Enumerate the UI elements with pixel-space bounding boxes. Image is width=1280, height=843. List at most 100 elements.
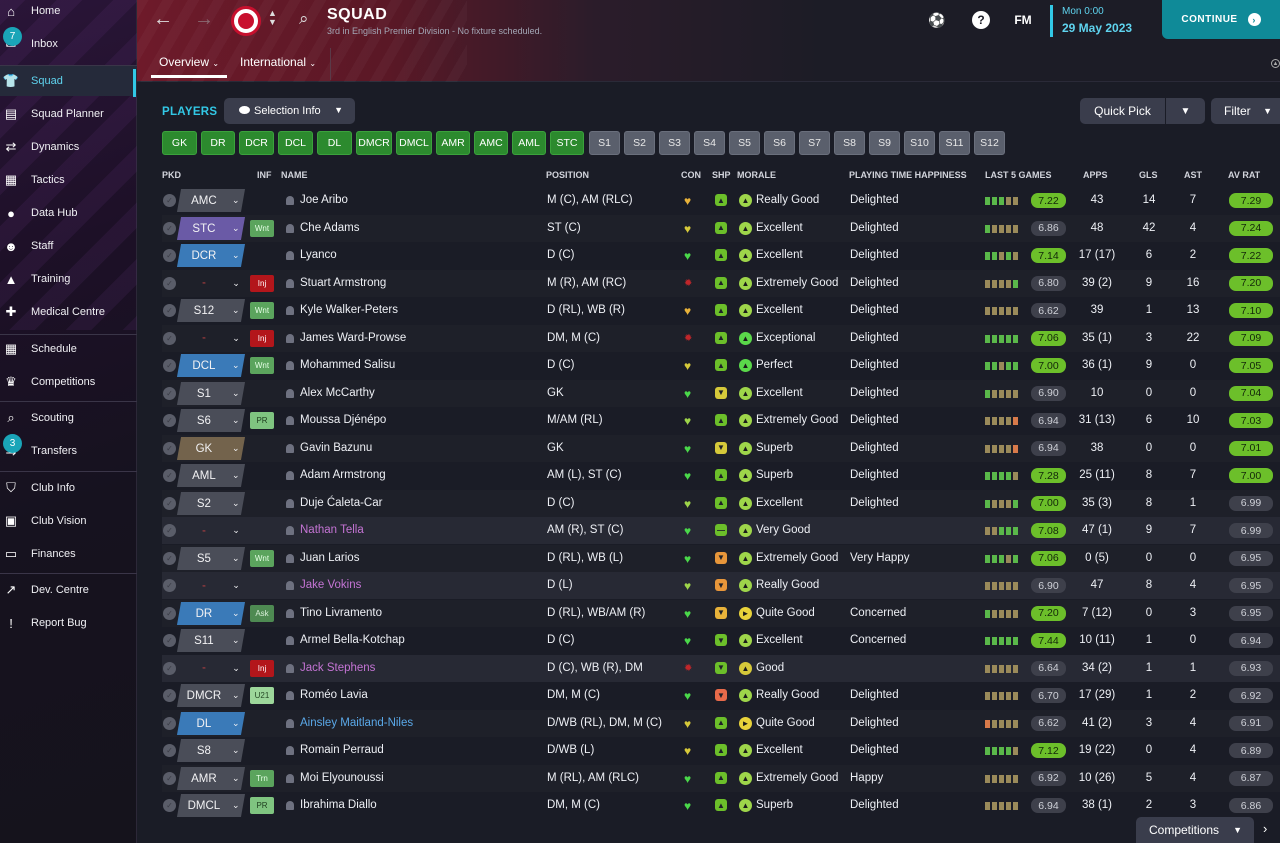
pick-checkbox[interactable]: ✓ xyxy=(163,606,176,620)
continue-button[interactable]: CONTINUE › xyxy=(1162,0,1280,39)
position-filter-s11[interactable]: S11 xyxy=(939,131,970,155)
search-icon[interactable]: ⌕ xyxy=(299,9,309,28)
position-filter-stc[interactable]: STC xyxy=(550,131,584,155)
player-name[interactable]: Moi Elyounoussi xyxy=(300,771,384,784)
sidebar-item-tactics[interactable]: ▦ Tactics xyxy=(0,165,137,195)
selection-dropdown[interactable]: DMCR ⌄ xyxy=(176,684,246,707)
selection-info-button[interactable]: Selection Info ▼ xyxy=(224,98,355,124)
pick-checkbox[interactable]: ✓ xyxy=(163,469,176,482)
tab-international[interactable]: International ⌄ xyxy=(240,55,316,69)
pick-checkbox[interactable]: ✓ xyxy=(163,634,176,647)
sidebar-item-squad-planner[interactable]: ▤ Squad Planner xyxy=(0,99,137,129)
player-name[interactable]: Tino Livramento xyxy=(300,606,383,619)
table-row[interactable]: ✓ DCL ⌄ Wnt Mohammed Salisu D (C) ♥ ▲ ▲ Perfect De… xyxy=(162,352,1280,379)
pick-checkbox[interactable]: ✓ xyxy=(163,359,176,372)
player-name[interactable]: Kyle Walker-Peters xyxy=(300,304,398,316)
quick-pick-dropdown[interactable]: ▼ xyxy=(1166,98,1205,124)
table-row[interactable]: ✓ - ⌄ Inj Jack Stephens D (C), WB (R), DM ✹ ▼ ▲ G… xyxy=(162,654,1280,682)
player-name[interactable]: Duje Ćaleta-Car xyxy=(300,496,383,509)
pick-checkbox[interactable]: ✓ xyxy=(163,386,176,400)
player-name[interactable]: Nathan Tella xyxy=(300,524,364,536)
table-row[interactable]: ✓ S2 ⌄ Duje Ćaleta-Car D (C) ♥ ▲ ▲ Excellent Deli… xyxy=(162,489,1280,517)
position-filter-s12[interactable]: S12 xyxy=(974,131,1005,155)
pick-checkbox[interactable]: ✓ xyxy=(163,496,176,510)
sidebar-item-dynamics[interactable]: ⇄ Dynamics xyxy=(0,132,137,162)
table-row[interactable]: ✓ S1 ⌄ Alex McCarthy GK ♥ ▼ ▲ Excellent Delighted… xyxy=(162,379,1280,407)
position-filter-s4[interactable]: S4 xyxy=(694,131,725,155)
sidebar-item-home[interactable]: ⌂ Home xyxy=(0,0,137,26)
position-filter-gk[interactable]: GK xyxy=(162,131,197,155)
scroll-up-icon[interactable]: ▲ xyxy=(1271,59,1280,68)
selection-dropdown[interactable]: S1 ⌄ xyxy=(176,381,246,405)
selection-dropdown[interactable]: S11 ⌄ xyxy=(176,629,246,652)
pick-checkbox[interactable]: ✓ xyxy=(163,414,176,427)
pick-checkbox[interactable]: ✓ xyxy=(163,716,176,730)
sidebar-item-club-info[interactable]: ⛉ Club Info xyxy=(0,473,137,503)
position-filter-s10[interactable]: S10 xyxy=(904,131,935,155)
table-row[interactable]: ✓ DCR ⌄ Lyanco D (C) ♥ ▲ ▲ Excellent Delighted 7.1… xyxy=(162,242,1280,269)
table-row[interactable]: ✓ - ⌄ Inj Stuart Armstrong M (R), AM (RC) ✹ ▲ ▲ E… xyxy=(162,269,1280,297)
selection-dropdown[interactable]: - ⌄ xyxy=(179,574,243,597)
sidebar-item-club-vision[interactable]: ▣ Club Vision xyxy=(0,506,137,536)
position-filter-dmcr[interactable]: DMCR xyxy=(356,131,392,155)
selection-dropdown[interactable]: DR ⌄ xyxy=(176,601,246,625)
selection-dropdown[interactable]: S12 ⌄ xyxy=(176,299,246,322)
player-name[interactable]: Armel Bella-Kotchap xyxy=(300,634,405,646)
table-row[interactable]: ✓ - ⌄ Nathan Tella AM (R), ST (C) ♥ — ▲ Very Goo… xyxy=(162,517,1280,544)
club-switch-icon[interactable]: ▲ ▼ xyxy=(268,8,277,27)
player-name[interactable]: Che Adams xyxy=(300,221,360,234)
position-filter-amc[interactable]: AMC xyxy=(474,131,508,155)
table-row[interactable]: ✓ DMCR ⌄ U21 Roméo Lavia DM, M (C) ♥ ▼ ▲ Really G… xyxy=(162,682,1280,709)
table-row[interactable]: ✓ STC ⌄ Wnt Che Adams ST (C) ♥ ▲ ▲ Excellent Delig… xyxy=(162,214,1280,242)
selection-dropdown[interactable]: AMR ⌄ xyxy=(176,766,246,790)
column-header-last-5-games[interactable]: LAST 5 GAMES xyxy=(985,170,1052,180)
help-icon[interactable]: ? xyxy=(972,11,990,29)
pick-checkbox[interactable]: ✓ xyxy=(163,579,176,592)
chevron-right-icon[interactable]: › xyxy=(1263,821,1268,836)
player-name[interactable]: Stuart Armstrong xyxy=(300,276,387,289)
sidebar-item-medical-centre[interactable]: ✚ Medical Centre xyxy=(0,297,137,327)
pick-checkbox[interactable]: ✓ xyxy=(163,221,176,235)
sidebar-item-scouting[interactable]: ⌕ Scouting xyxy=(0,403,137,433)
forward-arrow-icon[interactable]: → xyxy=(194,8,214,30)
pick-checkbox[interactable]: ✓ xyxy=(163,194,176,207)
pick-checkbox[interactable]: ✓ xyxy=(163,304,176,317)
sidebar-item-finances[interactable]: ▭ Finances xyxy=(0,539,137,569)
player-name[interactable]: Juan Larios xyxy=(300,551,360,564)
player-name[interactable]: Gavin Bazunu xyxy=(300,441,373,454)
table-row[interactable]: ✓ DMCL ⌄ PR Ibrahima Diallo DM, M (C) ♥ ▲ ▲ Super… xyxy=(162,792,1280,819)
sidebar-item-data-hub[interactable]: ● Data Hub xyxy=(0,198,137,228)
position-filter-dl[interactable]: DL xyxy=(317,131,352,155)
table-row[interactable]: ✓ S5 ⌄ Wnt Juan Larios D (RL), WB (L) ♥ ▼ ▲ Extre… xyxy=(162,544,1280,572)
pick-checkbox[interactable]: ✓ xyxy=(163,661,176,675)
selection-dropdown[interactable]: S2 ⌄ xyxy=(176,491,246,515)
pick-checkbox[interactable]: ✓ xyxy=(163,799,176,812)
table-row[interactable]: ✓ S11 ⌄ Armel Bella-Kotchap D (C) ♥ ▼ ▲ Excellen… xyxy=(162,627,1280,654)
player-name[interactable]: Alex McCarthy xyxy=(300,386,375,399)
table-row[interactable]: ✓ AMC ⌄ Joe Aribo M (C), AM (RLC) ♥ ▲ ▲ Really G… xyxy=(162,187,1280,214)
selection-dropdown[interactable]: S6 ⌄ xyxy=(176,409,246,432)
selection-dropdown[interactable]: - ⌄ xyxy=(179,272,243,295)
column-header-con[interactable]: CON xyxy=(681,170,701,180)
position-filter-s8[interactable]: S8 xyxy=(834,131,865,155)
pick-checkbox[interactable]: ✓ xyxy=(163,249,176,262)
selection-dropdown[interactable]: AML ⌄ xyxy=(176,464,246,487)
position-filter-s5[interactable]: S5 xyxy=(729,131,760,155)
selection-dropdown[interactable]: GK ⌄ xyxy=(176,436,246,460)
player-name[interactable]: James Ward-Prowse xyxy=(300,331,407,344)
player-name[interactable]: Adam Armstrong xyxy=(300,469,386,481)
column-header-av-rat[interactable]: AV RAT xyxy=(1228,170,1261,180)
table-row[interactable]: ✓ DL ⌄ Ainsley Maitland-Niles D/WB (RL), DM,… xyxy=(162,709,1280,737)
column-header-inf[interactable]: INF xyxy=(257,170,272,180)
position-filter-amr[interactable]: AMR xyxy=(436,131,470,155)
column-header-shp[interactable]: SHP xyxy=(712,170,731,180)
pick-checkbox[interactable]: ✓ xyxy=(163,551,176,565)
selection-dropdown[interactable]: - ⌄ xyxy=(179,657,243,680)
player-name[interactable]: Mohammed Salisu xyxy=(300,359,396,371)
pick-checkbox[interactable]: ✓ xyxy=(163,744,176,757)
selection-dropdown[interactable]: DCL ⌄ xyxy=(176,354,246,377)
column-header-position[interactable]: POSITION xyxy=(546,170,590,180)
player-name[interactable]: Romain Perraud xyxy=(300,744,384,756)
